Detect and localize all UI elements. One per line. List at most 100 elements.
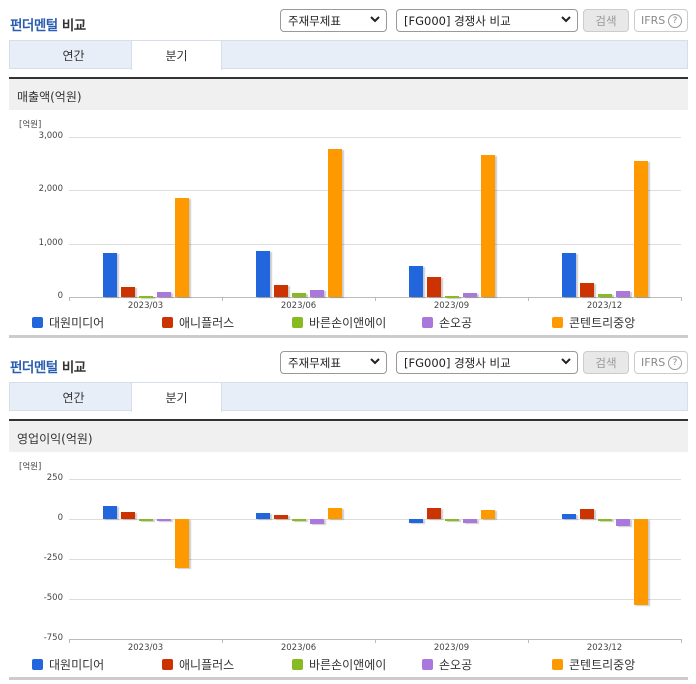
title-rest: 비교 [57,360,86,376]
ifrs-label: IFRS [641,14,666,27]
bar-4[interactable] [462,292,477,297]
bar-5[interactable] [327,507,342,519]
legend-item[interactable]: 바른손이앤에이 [292,656,386,673]
statement-type-select[interactable]: 주재무제표 [280,351,387,374]
legend-label: 바른손이앤에이 [309,316,387,330]
bar-5[interactable] [480,155,495,297]
bar-4[interactable] [309,290,324,297]
help-icon[interactable]: ? [668,14,682,28]
bar-1[interactable] [561,252,576,297]
ifrs-button[interactable]: IFRS? [634,351,688,374]
legend-label: 손오공 [439,316,473,330]
compare-group-select[interactable]: [FG000] 경쟁사 비교 [396,351,578,374]
x-tick-label: 2023/12 [586,301,623,311]
legend-swatch-icon [422,317,433,328]
bar-2[interactable] [579,508,594,519]
ifrs-button[interactable]: IFRS? [634,9,688,32]
tab-quarterly[interactable]: 분기 [131,383,222,412]
legend-item[interactable]: 대원미디어 [32,656,104,673]
x-tick [222,297,223,301]
bar-1[interactable] [408,519,423,523]
x-tick [681,297,682,301]
bar-4[interactable] [615,519,630,527]
bar-2[interactable] [579,283,594,297]
legend-swatch-icon [552,659,563,670]
legend-swatch-icon [422,659,433,670]
section-header: 펀더멘털 비교 주재무제표 [FG000] 경쟁사 비교 검색 IFRS? [0,0,696,40]
chevron-down-icon [561,16,571,23]
bar-5[interactable] [633,519,648,605]
bar-2[interactable] [273,284,288,297]
y-tick-label: 0 [57,291,63,301]
bar-4[interactable] [156,291,171,297]
bar-5[interactable] [174,197,189,297]
ifrs-label: IFRS [641,356,666,369]
bar-3[interactable] [291,292,306,297]
bar-3[interactable] [138,519,153,522]
revenue-chart: [억원] 대원미디어 애니플러스 바른손이앤에이 손오공 콘텐트리중앙 3,00… [9,110,688,338]
bar-4[interactable] [156,519,171,522]
y-tick-label: 2,000 [38,184,63,195]
tab-quarterly[interactable]: 분기 [131,41,222,70]
legend-swatch-icon [162,659,173,670]
bar-3[interactable] [444,519,459,522]
bar-1[interactable] [408,265,423,297]
bar-2[interactable] [273,515,288,519]
chart-title: 매출액(억원) [9,77,688,110]
gridline [69,190,681,192]
legend-item[interactable]: 바른손이앤에이 [292,314,386,331]
x-tick-label: 2023/06 [280,301,317,311]
fundamental-compare-revenue-section: 펀더멘털 비교 주재무제표 [FG000] 경쟁사 비교 검색 IFRS? 연간… [0,0,696,338]
x-tick-label: 2023/09 [433,301,470,311]
search-button[interactable]: 검색 [583,9,629,32]
statement-type-select[interactable]: 주재무제표 [280,9,387,32]
bar-1[interactable] [255,250,270,297]
bar-5[interactable] [327,148,342,297]
tab-annual[interactable]: 연간 [62,49,85,63]
bar-1[interactable] [561,514,576,519]
bar-4[interactable] [615,290,630,297]
x-tick-label: 2023/09 [433,643,470,653]
y-tick-label: 0 [57,513,63,523]
compare-group-value: [FG000] 경쟁사 비교 [404,356,511,370]
section-header: 펀더멘털 비교 주재무제표 [FG000] 경쟁사 비교 검색 IFRS? [0,342,696,382]
bar-3[interactable] [138,295,153,298]
bar-5[interactable] [480,510,495,519]
period-tabs: 연간 분기 [9,40,688,70]
legend-swatch-icon [292,659,303,670]
bar-3[interactable] [444,296,459,299]
bar-5[interactable] [633,161,648,297]
bar-1[interactable] [102,506,117,519]
title-rest: 비교 [57,18,86,34]
legend-item[interactable]: 애니플러스 [162,656,234,673]
bar-3[interactable] [291,519,306,522]
chart-legend: 대원미디어 애니플러스 바른손이앤에이 손오공 콘텐트리중앙 [9,656,688,676]
legend-item[interactable]: 콘텐트리중앙 [552,656,635,673]
x-tick-label: 2023/03 [127,643,164,653]
bar-4[interactable] [309,519,324,524]
compare-group-select[interactable]: [FG000] 경쟁사 비교 [396,9,578,32]
period-tabs: 연간 분기 [9,382,688,412]
bar-3[interactable] [597,519,612,522]
chevron-down-icon [370,358,380,365]
bar-2[interactable] [120,286,135,297]
bar-1[interactable] [102,252,117,297]
search-button[interactable]: 검색 [583,351,629,374]
tab-annual[interactable]: 연간 [62,391,85,405]
chevron-down-icon [370,16,380,23]
help-icon[interactable]: ? [668,356,682,370]
bar-2[interactable] [426,507,441,519]
legend-item[interactable]: 애니플러스 [162,314,234,331]
legend-item[interactable]: 손오공 [422,656,472,673]
bar-2[interactable] [426,276,441,297]
bar-5[interactable] [174,519,189,568]
bar-1[interactable] [255,512,270,519]
legend-item[interactable]: 대원미디어 [32,314,104,331]
legend-label: 대원미디어 [49,316,105,330]
bar-3[interactable] [597,293,612,297]
legend-label: 애니플러스 [179,658,235,672]
bar-4[interactable] [462,519,477,523]
bar-2[interactable] [120,511,135,519]
legend-item[interactable]: 손오공 [422,314,472,331]
legend-item[interactable]: 콘텐트리중앙 [552,314,635,331]
